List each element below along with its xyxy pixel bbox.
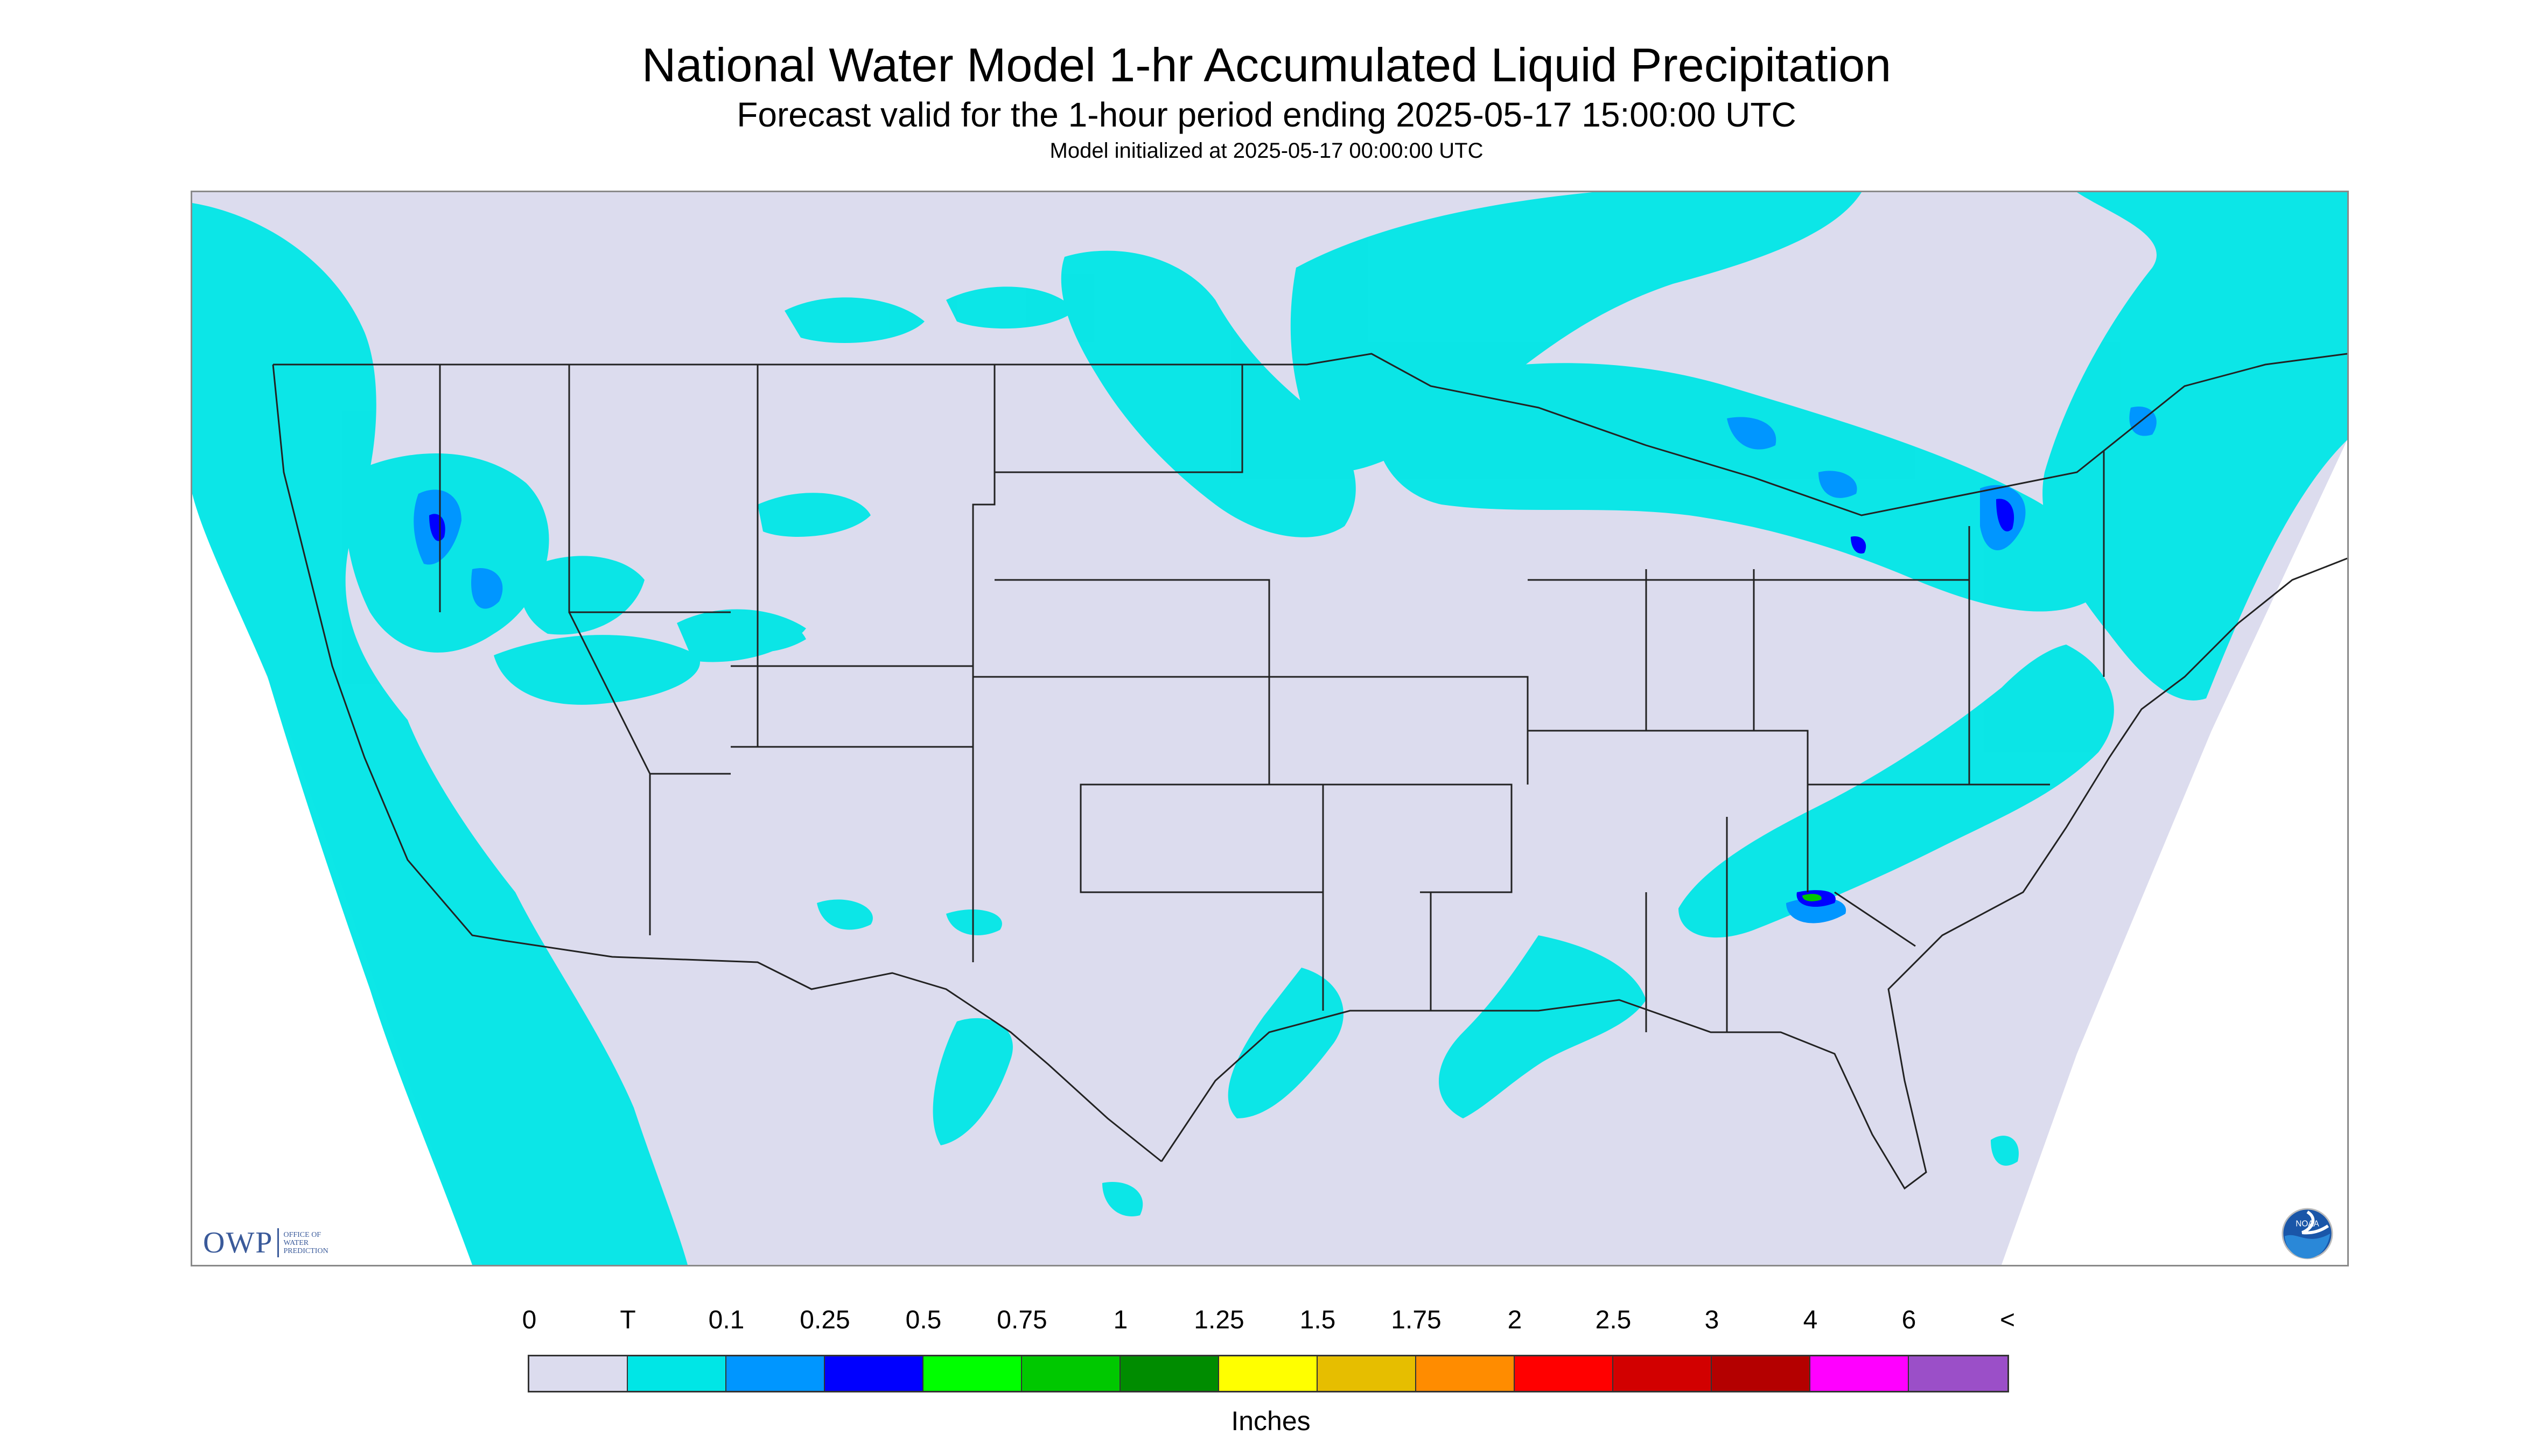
- legend-swatch: [1318, 1356, 1416, 1391]
- legend-swatch: [1121, 1356, 1219, 1391]
- legend-swatch: [1416, 1356, 1515, 1391]
- coastline-gulf-atlantic: [1160, 557, 2347, 1190]
- svg-text:NOAA: NOAA: [2296, 1220, 2319, 1229]
- legend-tick-label: 0.1: [708, 1306, 745, 1334]
- legend-color-bar: [528, 1355, 2009, 1392]
- init-time-label: Model initialized at 2025-05-17 00:00:00…: [1049, 139, 1484, 163]
- legend-tick-label: <: [1999, 1306, 2016, 1334]
- legend-tick-label: 2.5: [1595, 1306, 1632, 1334]
- trace-precip-areas: [192, 192, 2347, 1265]
- legend-swatch: [825, 1356, 923, 1391]
- noaa-logo: NOAA: [2282, 1208, 2333, 1259]
- legend-tick-label: 0: [522, 1306, 537, 1334]
- mexico-us-border: [504, 940, 1162, 1163]
- legend-tick-label: 4: [1803, 1306, 1818, 1334]
- legend-swatch: [923, 1356, 1022, 1391]
- legend-swatch: [1219, 1356, 1318, 1391]
- legend-tick-label: T: [620, 1306, 636, 1334]
- legend-tick-label: 6: [1901, 1306, 1916, 1334]
- boundary-lines: [272, 353, 2347, 1190]
- owp-logo: OWP OFFICE OF WATER PREDICTION: [203, 1226, 328, 1259]
- legend-swatch: [628, 1356, 726, 1391]
- owp-logo-divider: [277, 1228, 279, 1257]
- legend-tick-label: 0.5: [905, 1306, 942, 1334]
- legend-swatch: [1613, 1356, 1712, 1391]
- legend-tick-label: 1.75: [1391, 1306, 1442, 1334]
- legend-swatch: [726, 1356, 825, 1391]
- canada-us-border: [273, 353, 2347, 516]
- map-canvas: [192, 192, 2347, 1265]
- legend-swatch: [529, 1356, 628, 1391]
- legend-tick-label: 1.5: [1299, 1306, 1336, 1334]
- precipitation-map: OWP OFFICE OF WATER PREDICTION NOAA: [191, 191, 2349, 1266]
- coastline-west: [272, 364, 505, 942]
- legend-swatch: [1810, 1356, 1909, 1391]
- legend-swatch: [1712, 1356, 1810, 1391]
- legend-tick-label: 0.25: [800, 1306, 850, 1334]
- legend-tick-label: 2: [1507, 1306, 1522, 1334]
- map-subtitle: Forecast valid for the 1-hour period end…: [737, 95, 1796, 134]
- legend-units-label: Inches: [1231, 1406, 1311, 1436]
- legend-swatch: [1515, 1356, 1613, 1391]
- heavy-precip-areas: [1802, 894, 1822, 901]
- legend-tick-label: 1: [1113, 1306, 1128, 1334]
- owp-logo-subtext: OFFICE OF WATER PREDICTION: [283, 1230, 328, 1255]
- legend-swatch: [1022, 1356, 1121, 1391]
- owp-logo-text: OWP: [203, 1226, 274, 1259]
- legend-tick-label: 1.25: [1194, 1306, 1244, 1334]
- legend-tick-label: 0.75: [997, 1306, 1047, 1334]
- legend-swatch: [1909, 1356, 2007, 1391]
- map-title: National Water Model 1-hr Accumulated Li…: [641, 38, 1892, 92]
- precip-legend: 0 T 0.1 0.25 0.5 0.75 1 1.25 1.5 1.75 2 2.5 3 4 6 < Inc…: [522, 1292, 2016, 1438]
- legend-tick-label: 3: [1704, 1306, 1719, 1334]
